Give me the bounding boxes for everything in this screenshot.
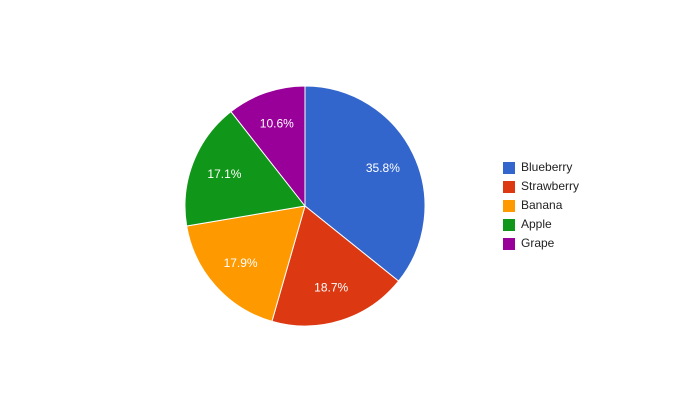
pie-slice [230,85,306,208]
pie-slice [271,205,400,327]
legend-label: Grape [521,236,555,250]
data-label: 17.1% [207,167,241,181]
legend-label: Blueberry [521,160,572,174]
data-label: 35.8% [366,161,400,175]
pie-slice [186,205,306,322]
legend-swatch [503,219,515,231]
data-label: 17.9% [224,256,258,270]
legend-swatch [503,162,515,174]
legend-swatch [503,200,515,212]
legend-swatch [503,238,515,250]
legend-swatch [503,181,515,193]
pie-slice [184,110,306,227]
legend-label: Banana [521,198,563,212]
data-label: 18.7% [314,281,348,295]
legend-label: Strawberry [521,179,579,193]
data-label: 10.6% [260,117,294,131]
pie-slice [304,85,426,282]
legend-label: Apple [521,217,552,231]
